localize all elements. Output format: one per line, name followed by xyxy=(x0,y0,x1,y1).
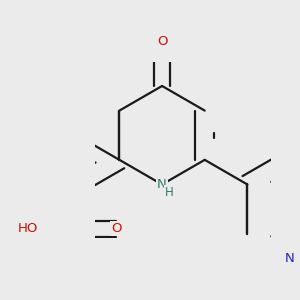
Text: O: O xyxy=(111,222,122,235)
Text: HO: HO xyxy=(17,222,38,235)
Text: O: O xyxy=(157,35,167,48)
Text: H: H xyxy=(165,186,174,200)
Text: N: N xyxy=(285,252,295,265)
Text: N: N xyxy=(157,178,167,191)
